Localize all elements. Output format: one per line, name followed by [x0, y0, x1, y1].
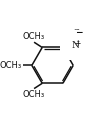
Text: −: −: [75, 28, 83, 37]
Text: C: C: [73, 29, 80, 38]
Text: N: N: [71, 41, 79, 49]
Text: OCH₃: OCH₃: [23, 32, 45, 41]
Text: OCH₃: OCH₃: [23, 90, 45, 99]
Text: OCH₃: OCH₃: [0, 61, 22, 70]
Text: +: +: [74, 39, 81, 48]
